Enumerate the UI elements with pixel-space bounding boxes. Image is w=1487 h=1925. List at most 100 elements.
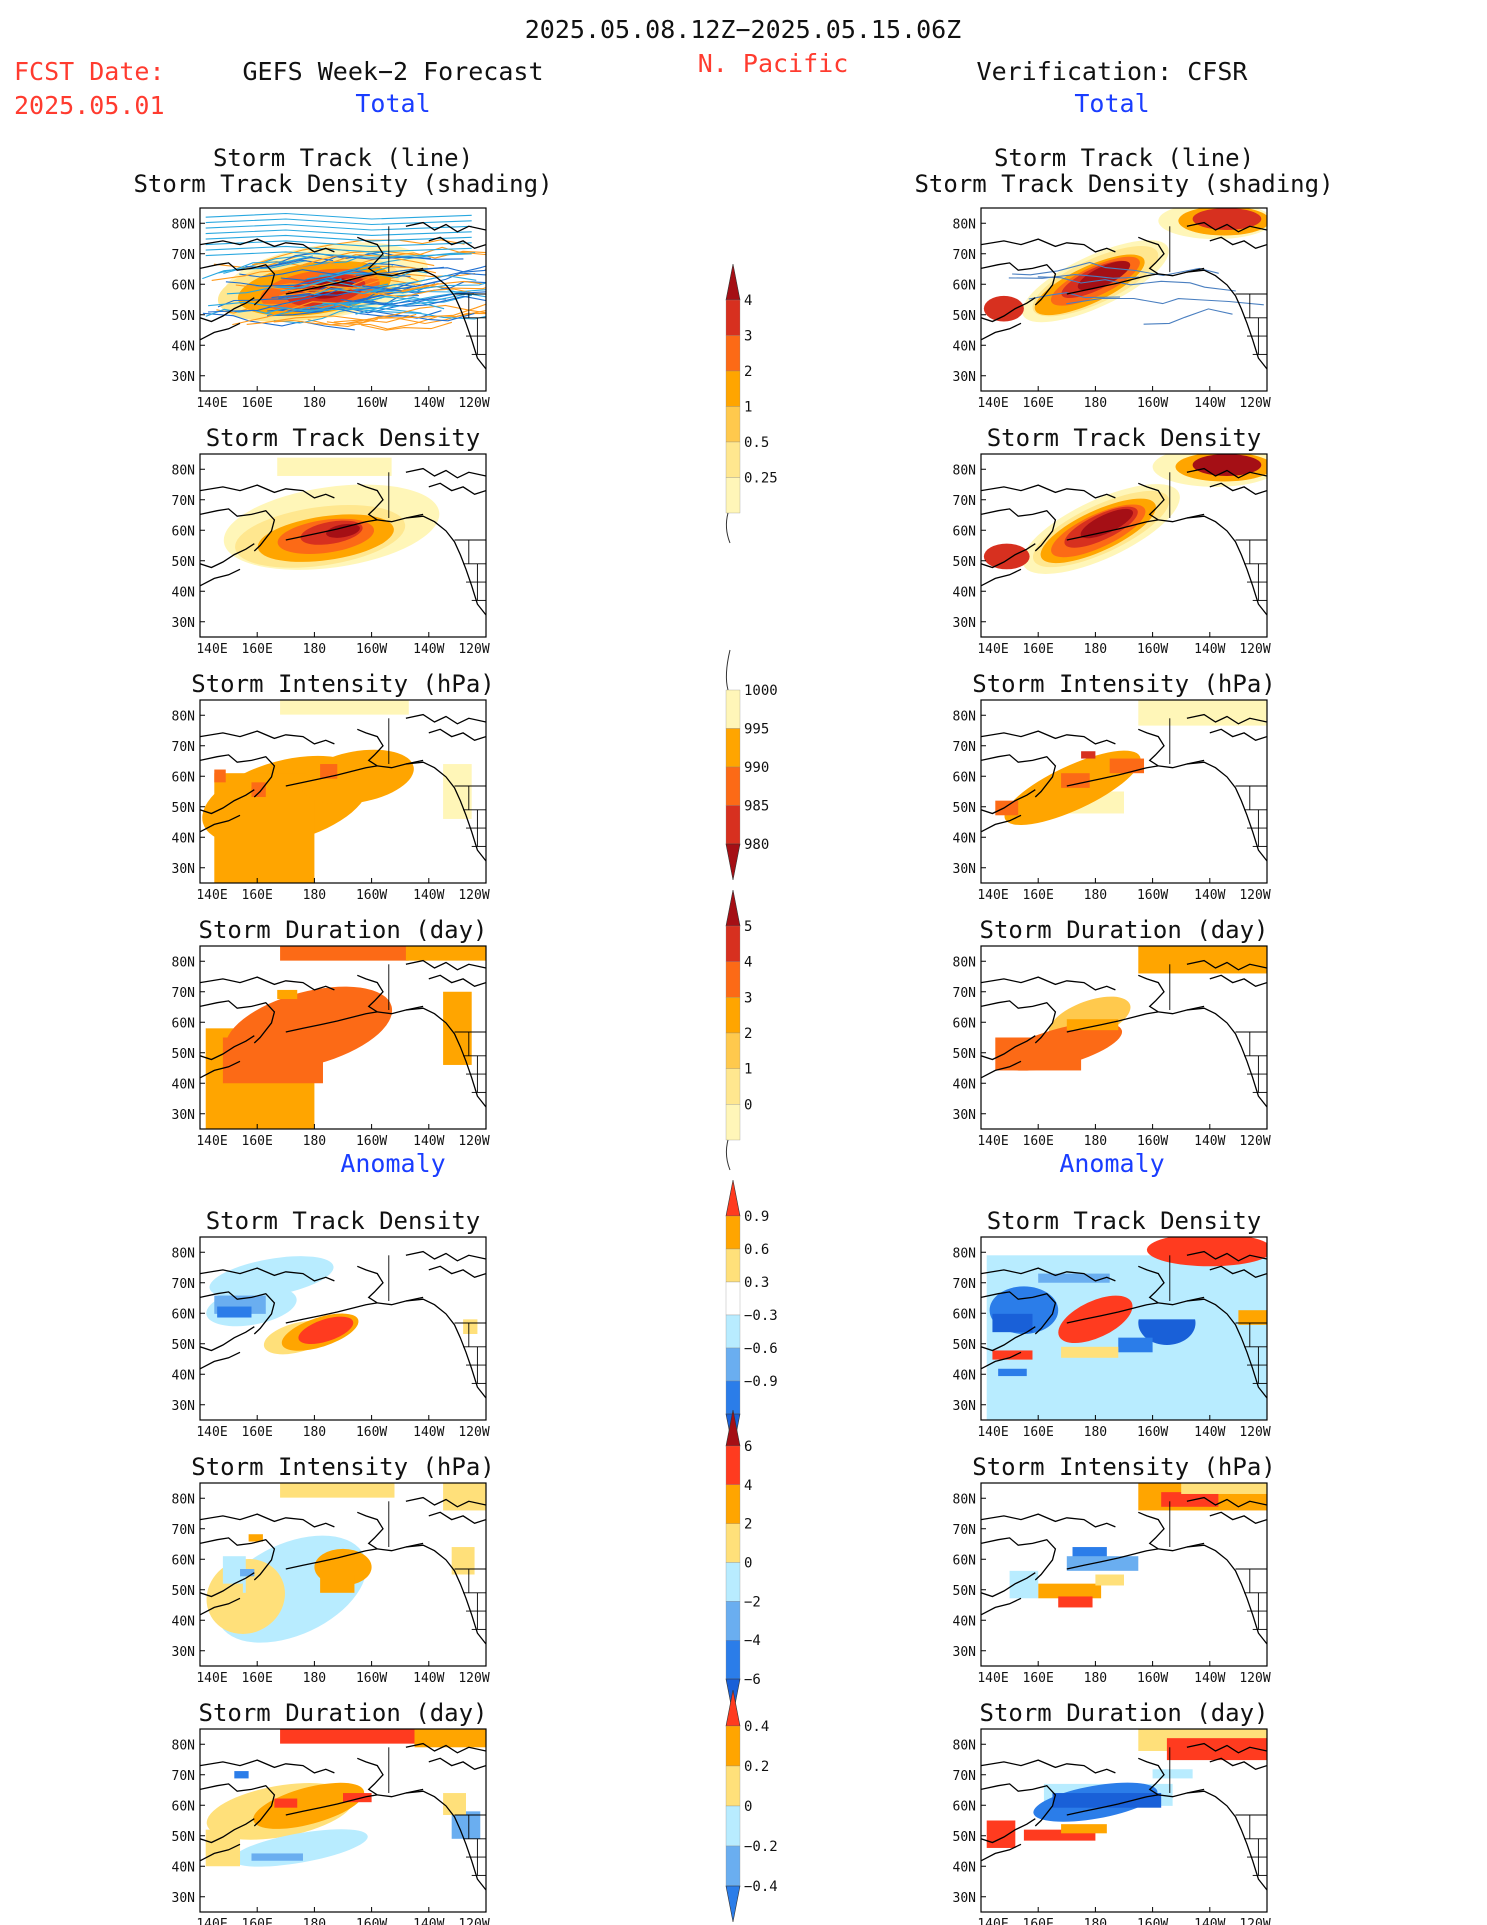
colorbar-box — [725, 961, 741, 998]
coastline — [981, 1513, 1116, 1528]
shading-cell — [1038, 1273, 1110, 1283]
shading-cell — [214, 769, 226, 783]
panel-title: Storm Duration (day) — [980, 916, 1269, 944]
coastline — [1066, 1548, 1159, 1570]
map-frame — [980, 945, 1268, 1130]
coastline — [285, 1011, 378, 1033]
shading-field — [981, 208, 1267, 391]
colorbar-extend-triangle — [725, 263, 741, 301]
colorbar-box — [725, 1845, 741, 1887]
coastline — [1209, 1265, 1267, 1279]
colorbar-box — [725, 1314, 741, 1349]
region-title: N. Pacific — [698, 49, 849, 78]
shading-cell — [405, 946, 486, 961]
lon-tick-label: 160E — [1023, 642, 1054, 657]
colorbar-label: 0 — [744, 1556, 752, 1572]
panel-title: Storm Track Density — [987, 424, 1262, 452]
lon-tick-label: 180 — [1084, 888, 1107, 903]
colorbar-label: 4 — [744, 293, 752, 309]
lat-tick-label: 40N — [953, 585, 976, 600]
coastline — [1186, 959, 1267, 971]
coastline — [1209, 482, 1267, 496]
shading-blob — [983, 543, 1030, 570]
shading-cell — [277, 457, 392, 476]
panel-title: Storm Track (line) — [994, 144, 1254, 172]
coastline — [405, 1496, 486, 1508]
storm-track-line — [355, 299, 445, 315]
lat-tick-label: 50N — [953, 555, 976, 570]
shading-field — [981, 1237, 1267, 1420]
shading-cell — [280, 1729, 438, 1744]
lon-tick-label: 120W — [1239, 1134, 1270, 1149]
storm-track-line — [340, 295, 486, 307]
map-panel-left-L_density: 140E 160E 180 160W 140W 120W 80N 70N 60N 50N 40N 30… — [172, 424, 490, 657]
shading-cell — [248, 1534, 263, 1542]
lon-tick-label: 160W — [1137, 888, 1168, 903]
coastline — [200, 1351, 241, 1370]
lon-tick-label: 160E — [242, 1671, 273, 1686]
storm-track-line — [1066, 297, 1264, 306]
colorbar-intensity_anom: 6 4 2 0 −2 −4 −6 — [725, 1409, 761, 1716]
coastline — [1186, 515, 1267, 616]
lat-tick-label: 50N — [172, 1830, 195, 1845]
map-frame — [199, 1236, 487, 1421]
lon-tick-label: 180 — [1084, 1425, 1107, 1440]
coastline — [1186, 269, 1267, 370]
coastline — [200, 1267, 335, 1282]
map-panel-left-L_density_anom: 140E 160E 180 160W 140W 120W 80N 70N 60N 50N 40N 30… — [172, 1207, 490, 1440]
shading-cell — [280, 946, 409, 961]
storm-track-line — [297, 252, 385, 269]
coastline — [200, 1000, 276, 1044]
colorbar-box — [725, 689, 741, 729]
coastline — [405, 515, 486, 616]
coastline — [1186, 1298, 1267, 1399]
lon-tick-label: 140E — [977, 642, 1008, 657]
coastline — [200, 543, 255, 569]
lon-tick-label: 140W — [1194, 642, 1225, 657]
colorbar-label: 0 — [744, 1799, 752, 1815]
coastline — [357, 236, 424, 277]
lat-tick-label: 70N — [953, 248, 976, 263]
coastline — [1186, 1007, 1267, 1108]
lat-tick-label: 70N — [172, 1769, 195, 1784]
coastline — [981, 484, 1116, 499]
colorbar-box — [725, 441, 741, 478]
lon-tick-label: 140E — [977, 1671, 1008, 1686]
storm-track-line — [271, 287, 402, 299]
coastline — [200, 1759, 335, 1774]
colorbar-box — [725, 728, 741, 768]
coastline — [357, 974, 424, 1015]
map-frame — [980, 207, 1268, 392]
coastline — [1186, 1496, 1267, 1508]
colorbar-label: 1000 — [744, 683, 778, 699]
map-panel-right-R_intensity_anom: 140E 160E 180 160W 140W 120W 80N 70N 60N 50N 40N 30… — [953, 1453, 1276, 1686]
lon-tick-label: 180 — [1084, 1671, 1107, 1686]
lon-tick-label: 160W — [356, 396, 387, 411]
shading-cell — [280, 700, 409, 715]
storm-track-line — [313, 274, 477, 296]
colorbar-label: 0.2 — [744, 1759, 769, 1775]
lat-tick-label: 80N — [172, 955, 195, 970]
storm-track-line — [273, 318, 379, 327]
colorbar-label: 995 — [744, 722, 769, 738]
lon-tick-label: 120W — [458, 396, 489, 411]
colorbar-label: −4 — [744, 1633, 761, 1649]
coastline — [981, 238, 1116, 253]
panel-title: Storm Intensity (hPa) — [191, 1453, 494, 1481]
shading-cell — [1066, 1556, 1139, 1571]
lat-tick-label: 40N — [953, 1077, 976, 1092]
coastline — [1138, 482, 1205, 523]
lat-tick-label: 70N — [172, 986, 195, 1001]
coastline — [981, 1035, 1036, 1061]
coastline — [981, 789, 1036, 815]
storm-track-line — [205, 297, 382, 317]
coastline — [1066, 1794, 1159, 1816]
shading-cell — [1138, 1301, 1225, 1320]
storm-track-line — [304, 254, 435, 272]
coastline — [200, 976, 335, 991]
coastline — [285, 1794, 378, 1816]
shading-field — [981, 946, 1267, 1129]
shading-cell — [320, 1574, 355, 1593]
storm-track-line — [1012, 261, 1219, 277]
colorbar-label: 1 — [744, 1062, 752, 1078]
